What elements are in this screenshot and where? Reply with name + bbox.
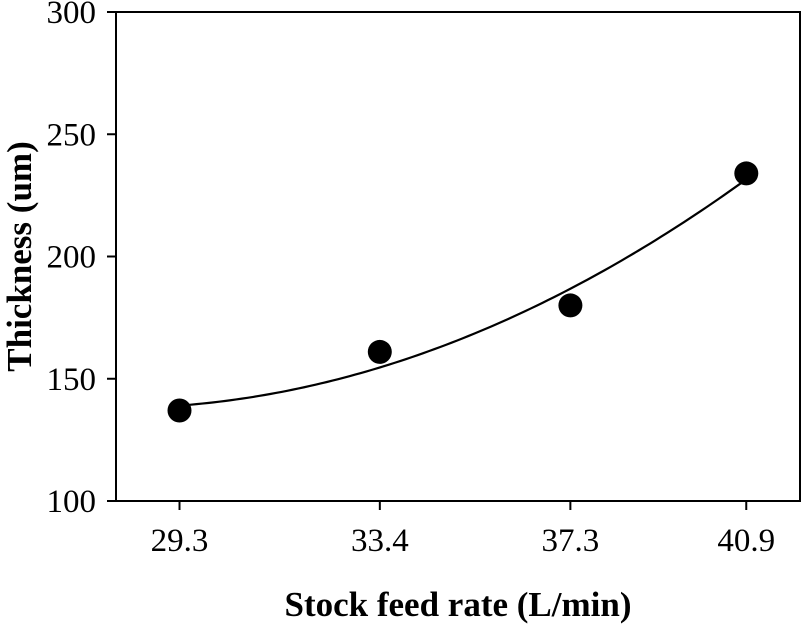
data-point-markers (167, 161, 759, 423)
y-tick-label: 250 (47, 117, 97, 153)
y-tick-label: 150 (47, 362, 97, 398)
x-tick-label: 40.9 (717, 523, 775, 559)
x-tick-label: 33.4 (351, 523, 409, 559)
data-point-marker (558, 293, 583, 318)
data-point-marker (367, 339, 392, 364)
fit-curve-line (179, 178, 747, 407)
axis-tick-labels: 100 150 200 250 300 29.3 33.4 37.3 40.9 (47, 0, 776, 559)
y-tick-label: 200 (47, 240, 97, 276)
data-point-marker (734, 161, 759, 186)
x-tick-label: 37.3 (541, 523, 599, 559)
y-tick-label: 100 (47, 484, 97, 520)
axis-ticks (107, 11, 748, 510)
x-axis-title: Stock feed rate (L/min) (284, 585, 631, 624)
y-axis-title: Thickness (um) (0, 141, 39, 371)
data-point-marker (167, 398, 192, 423)
y-tick-label: 300 (47, 0, 97, 31)
plot-border (115, 11, 801, 502)
plot-frame (115, 11, 801, 502)
x-tick-label: 29.3 (151, 523, 209, 559)
